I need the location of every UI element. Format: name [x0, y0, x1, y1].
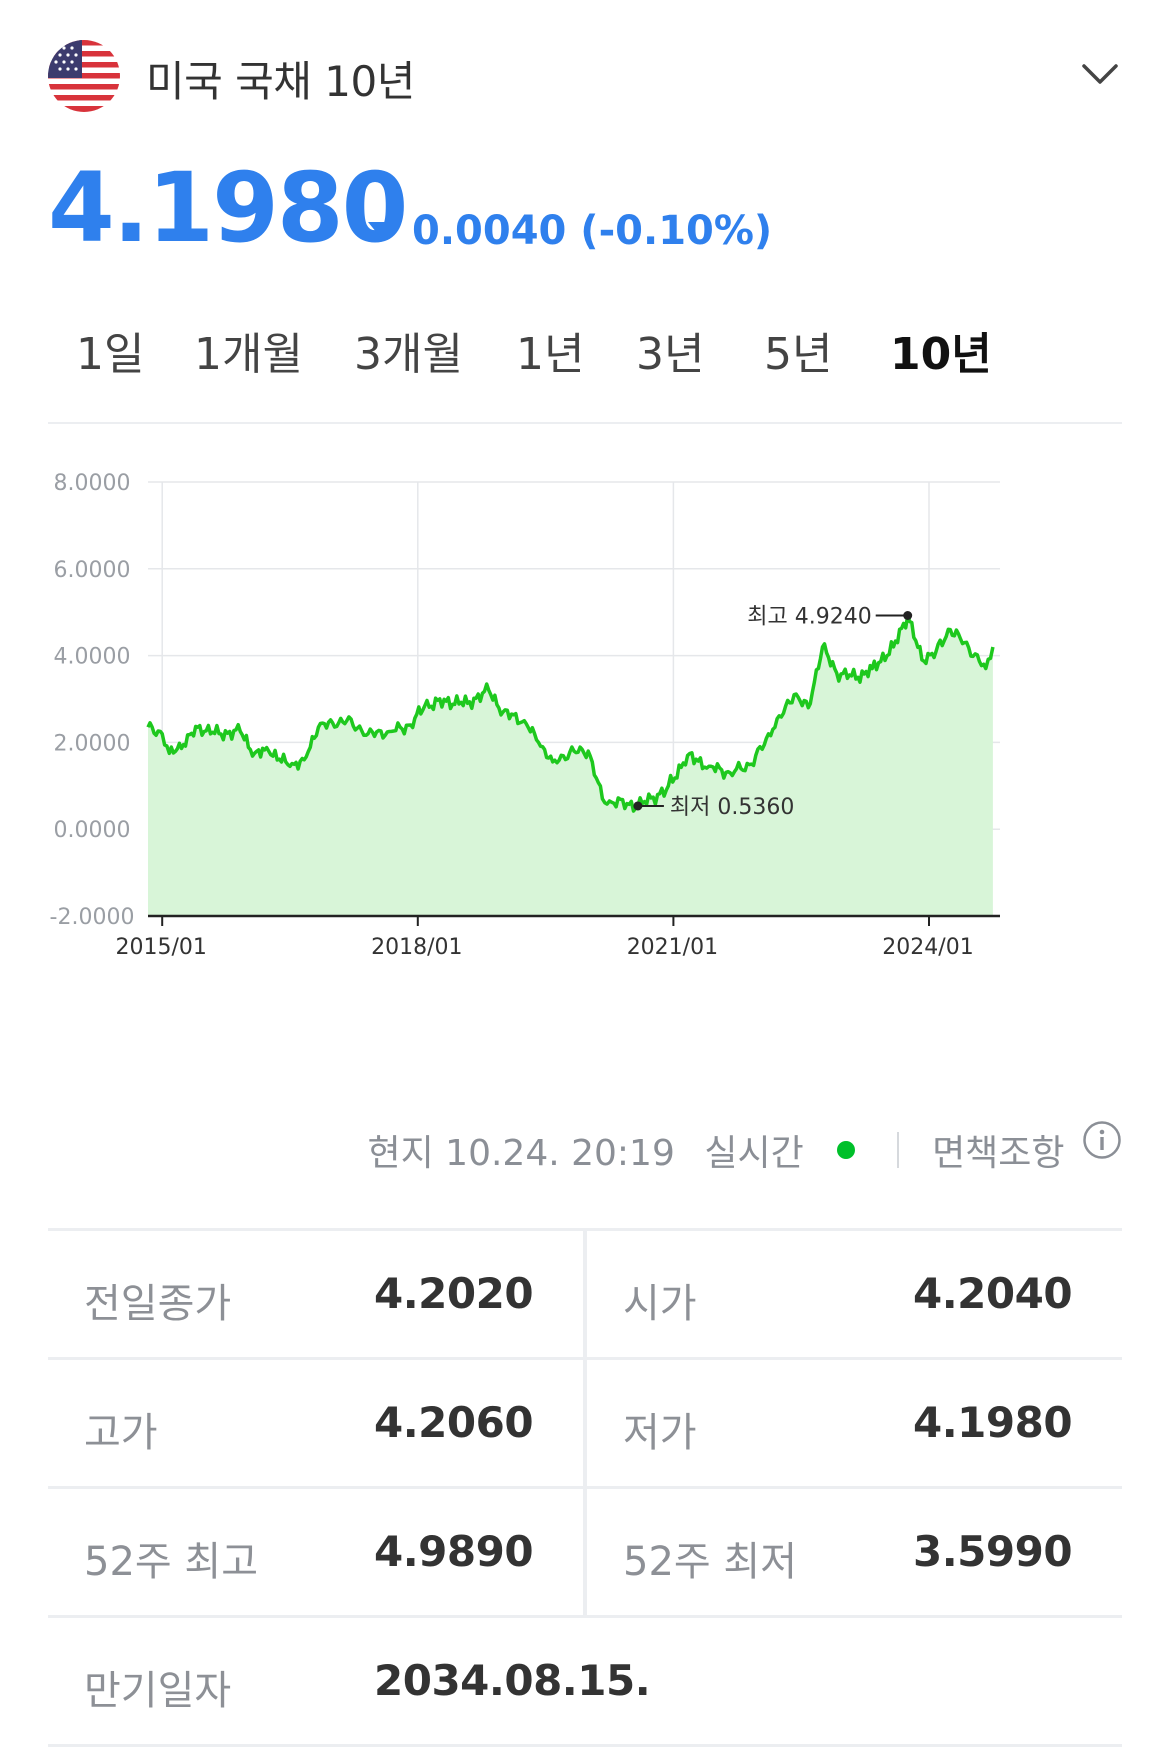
info-icon[interactable]: [1082, 1120, 1122, 1160]
yield-chart[interactable]: 8.0000 6.0000 4.0000 2.0000 0.0000 -2.0000 201…: [40, 456, 1130, 1076]
prev-close-cell: 전일종가 4.2020: [48, 1231, 583, 1357]
maturity-value: 2034.08.15.: [374, 1656, 651, 1705]
week52-low-value: 3.5990: [913, 1527, 1073, 1576]
y-tick-label: 4.0000: [54, 645, 131, 670]
stats-row: 52주 최고 4.9890 52주 최저 3.5990: [48, 1486, 1122, 1615]
y-tick-label: 8.0000: [54, 471, 131, 496]
tab-3m[interactable]: 3개월: [354, 329, 463, 380]
tab-5y[interactable]: 5년: [764, 329, 833, 380]
low-value: 4.1980: [913, 1398, 1073, 1447]
week52-low-label: 52주 최저: [623, 1539, 798, 1585]
tab-10y[interactable]: 10년: [890, 329, 992, 380]
high-label: 고가: [84, 1410, 158, 1456]
low-cell: 저가 4.1980: [587, 1360, 1122, 1486]
high-cell: 고가 4.2060: [48, 1360, 583, 1486]
x-tick-label: 2021/01: [627, 935, 718, 960]
local-time: 현지 10.24. 20:19: [367, 1133, 675, 1174]
period-tabs: 1일 1개월 3개월 1년 3년 5년 10년: [48, 318, 1122, 382]
week52-high-cell: 52주 최고 4.9890: [48, 1489, 583, 1615]
maturity-cell: 만기일자 2034.08.15.: [48, 1618, 1122, 1744]
tabs-divider: [48, 422, 1122, 424]
us-flag-icon: [48, 40, 120, 112]
max-annotation: 최고 4.9240: [747, 604, 871, 629]
stats-table: 전일종가 4.2020 시가 4.2040 고가 4.2060 저가 4.198…: [48, 1228, 1122, 1747]
tab-3y[interactable]: 3년: [636, 329, 705, 380]
disclaimer-link[interactable]: 면책조항: [932, 1133, 1065, 1174]
column-divider: [583, 1489, 587, 1615]
y-tick-label: 0.0000: [54, 818, 131, 843]
column-divider: [583, 1231, 587, 1357]
y-tick-label: 2.0000: [54, 731, 131, 756]
series-area: [148, 615, 993, 916]
prev-close-label: 전일종가: [84, 1281, 232, 1327]
divider: [896, 1132, 899, 1168]
week52-low-cell: 52주 최저 3.5990: [587, 1489, 1122, 1615]
realtime-label: 실시간: [704, 1133, 804, 1174]
instrument-title: 미국 국채 10년: [146, 57, 415, 106]
y-tick-label: 6.0000: [54, 558, 131, 583]
realtime-dot-icon: [837, 1141, 856, 1159]
tab-1y[interactable]: 1년: [516, 329, 585, 380]
high-value: 4.2060: [374, 1398, 534, 1447]
stats-row: 고가 4.2060 저가 4.1980: [48, 1357, 1122, 1486]
x-tick-label: 2015/01: [115, 935, 206, 960]
series-line: [146, 613, 995, 813]
stats-row: 전일종가 4.2020 시가 4.2040: [48, 1228, 1122, 1357]
current-price: 4.1980: [48, 152, 408, 264]
x-tick-label: 2024/01: [882, 935, 973, 960]
down-triangle-icon: [368, 222, 394, 238]
min-marker: [633, 801, 643, 811]
week52-high-label: 52주 최고: [84, 1539, 259, 1585]
chevron-down-icon[interactable]: [1078, 52, 1122, 96]
x-tick-label: 2018/01: [371, 935, 462, 960]
instrument-header[interactable]: 미국 국채 10년: [48, 36, 1122, 116]
open-label: 시가: [623, 1281, 697, 1327]
open-value: 4.2040: [913, 1269, 1073, 1318]
price-change: 0.0040 (-0.10%): [412, 208, 773, 254]
min-annotation: 최저 0.5360: [670, 795, 794, 820]
status-line: 현지 10.24. 20:19 실시간 면책조항: [367, 1120, 1122, 1176]
column-divider: [583, 1360, 587, 1486]
maturity-label: 만기일자: [84, 1668, 232, 1714]
open-cell: 시가 4.2040: [587, 1231, 1122, 1357]
stats-row: 만기일자 2034.08.15.: [48, 1615, 1122, 1747]
prev-close-value: 4.2020: [374, 1269, 534, 1318]
tab-1m[interactable]: 1개월: [194, 329, 303, 380]
low-label: 저가: [623, 1410, 697, 1456]
y-tick-label: -2.0000: [50, 905, 135, 930]
week52-high-value: 4.9890: [374, 1527, 534, 1576]
max-marker: [903, 610, 913, 620]
tab-1d[interactable]: 1일: [76, 329, 145, 380]
